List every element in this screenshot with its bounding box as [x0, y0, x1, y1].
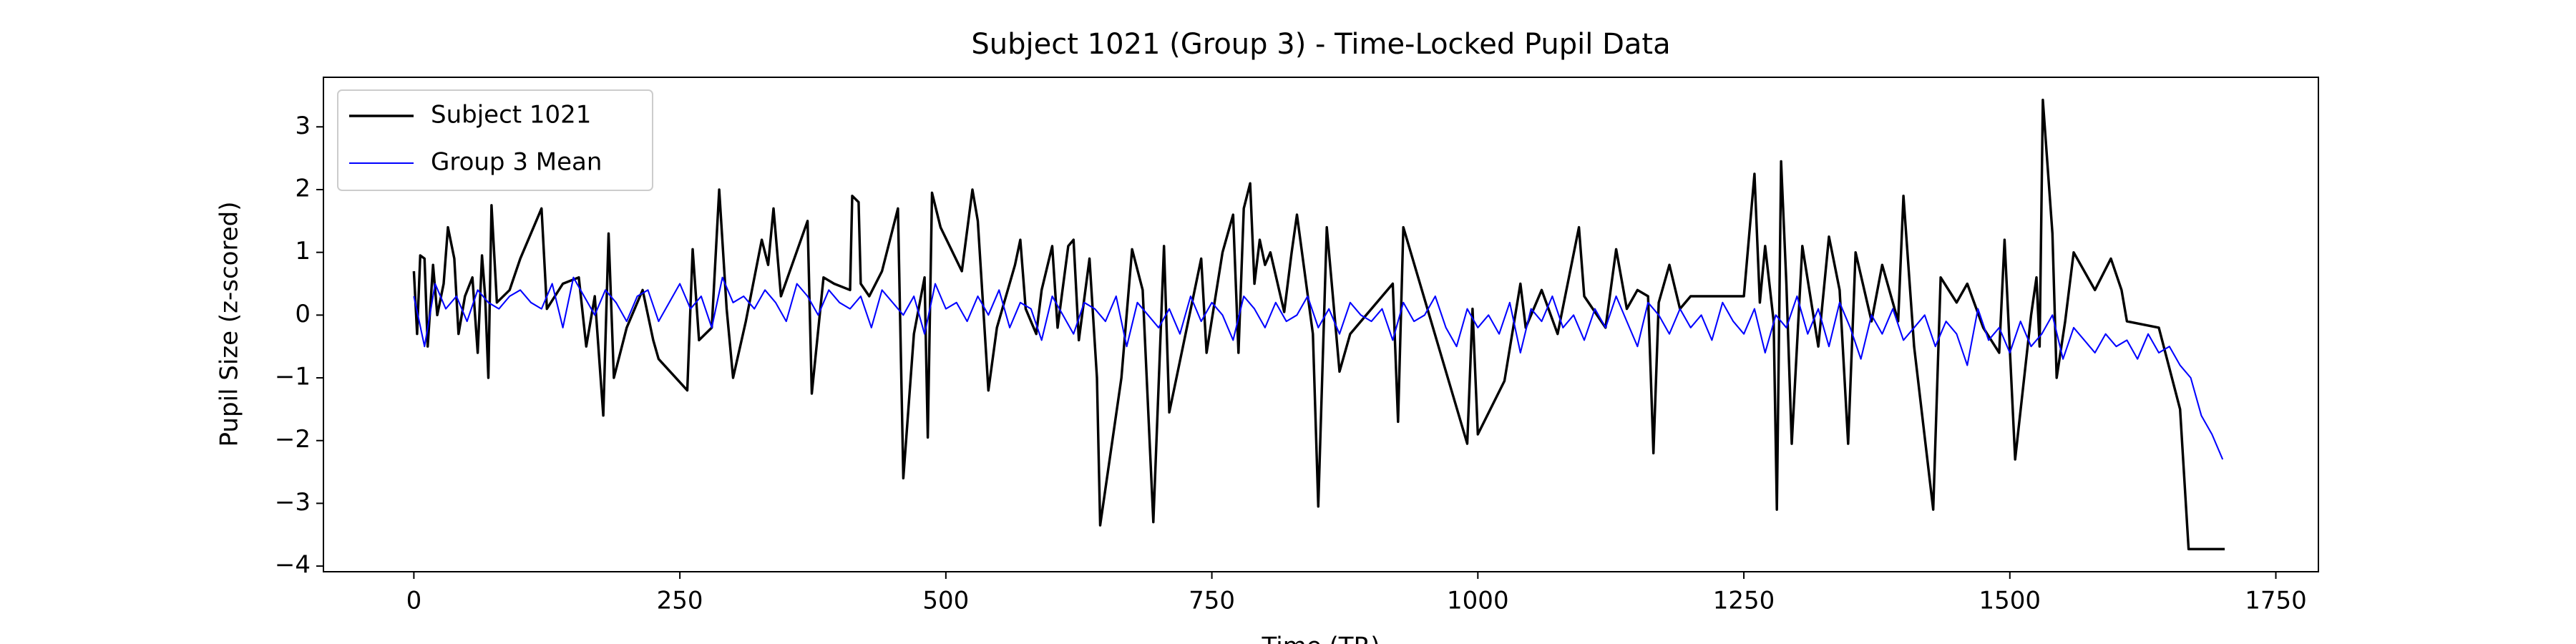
x-tick-label: 0	[406, 587, 422, 615]
y-tick-label: −2	[275, 425, 311, 454]
data-line	[412, 98, 2225, 551]
y-tick-label: −3	[275, 488, 311, 517]
legend-label: Subject 1021	[431, 101, 591, 130]
y-tick-label: −1	[275, 363, 311, 391]
legend-box	[337, 89, 653, 191]
x-tick-label: 1000	[1447, 587, 1509, 615]
x-tick-label: 1500	[1979, 587, 2041, 615]
x-axis-label: Time (TR)	[1262, 633, 1380, 644]
x-tick-label: 1250	[1713, 587, 1775, 615]
x-tick-label: 1750	[2245, 587, 2307, 615]
y-tick-label: 1	[295, 237, 311, 265]
plot-frame	[323, 77, 2319, 572]
x-tick-label: 500	[922, 587, 969, 615]
legend-label: Group 3 Mean	[431, 148, 602, 177]
y-tick-label: 3	[295, 112, 311, 140]
x-tick-label: 250	[657, 587, 703, 615]
chart-title: Subject 1021 (Group 3) - Time-Locked Pup…	[971, 28, 1670, 61]
y-axis-label: Pupil Size (z-scored)	[215, 202, 244, 447]
data-line	[413, 276, 2224, 460]
y-tick-label: 0	[295, 300, 311, 328]
y-tick-label: 2	[295, 174, 311, 203]
x-tick-label: 750	[1189, 587, 1235, 615]
y-tick-label: −4	[275, 551, 311, 580]
